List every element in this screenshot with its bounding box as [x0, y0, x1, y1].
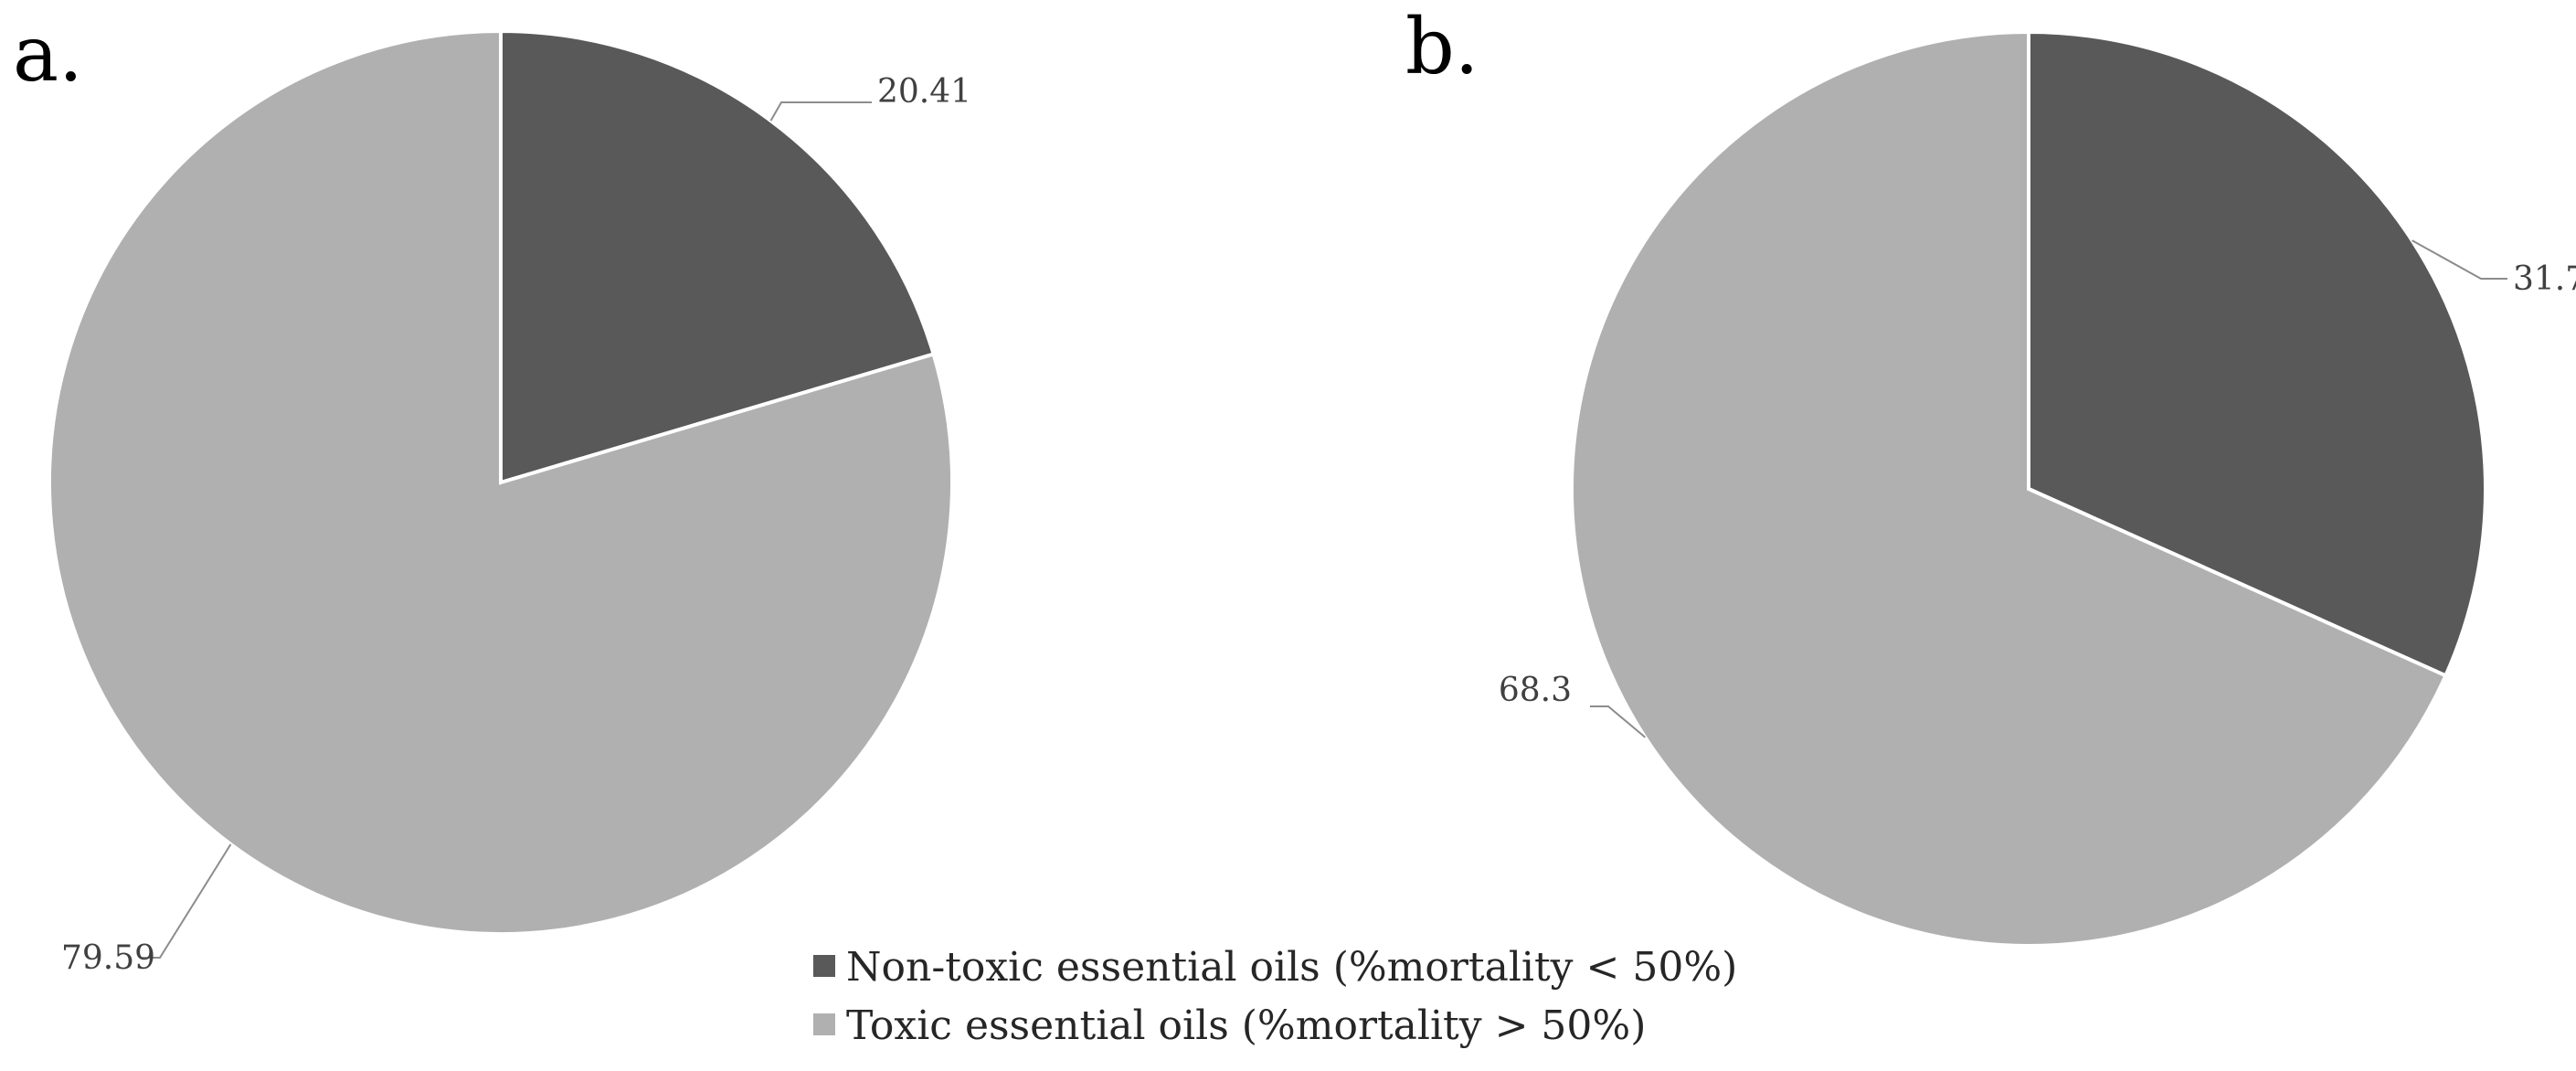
- legend-label-toxic: Toxic essential oils (%mortality > 50%): [846, 1002, 1646, 1049]
- panel-label: b.: [1405, 2, 1479, 91]
- leader-line: [2412, 239, 2507, 280]
- leader-line: [1590, 705, 1647, 738]
- legend-label-non-toxic: Non-toxic essential oils (%mortality < 5…: [846, 944, 1737, 991]
- pie-slice-toxic: [48, 28, 954, 936]
- pie-chart-b: b. 31.7 68.3: [1405, 2, 2576, 948]
- data-label: 68.3: [1499, 672, 1572, 709]
- data-label: 31.7: [2513, 260, 2576, 298]
- panel-label: a.: [13, 9, 83, 99]
- legend-swatch-non-toxic: [813, 955, 835, 977]
- leader-line: [769, 101, 872, 122]
- legend-swatch-toxic: [813, 1013, 835, 1035]
- legend: Non-toxic essential oils (%mortality < 5…: [813, 944, 1737, 1049]
- data-label: 20.41: [877, 73, 971, 111]
- leader-line: [142, 843, 232, 959]
- pie-slice-non-toxic: [499, 28, 937, 485]
- pie-chart-a: a. 20.41 79.59: [13, 9, 971, 977]
- data-label: 79.59: [61, 939, 155, 977]
